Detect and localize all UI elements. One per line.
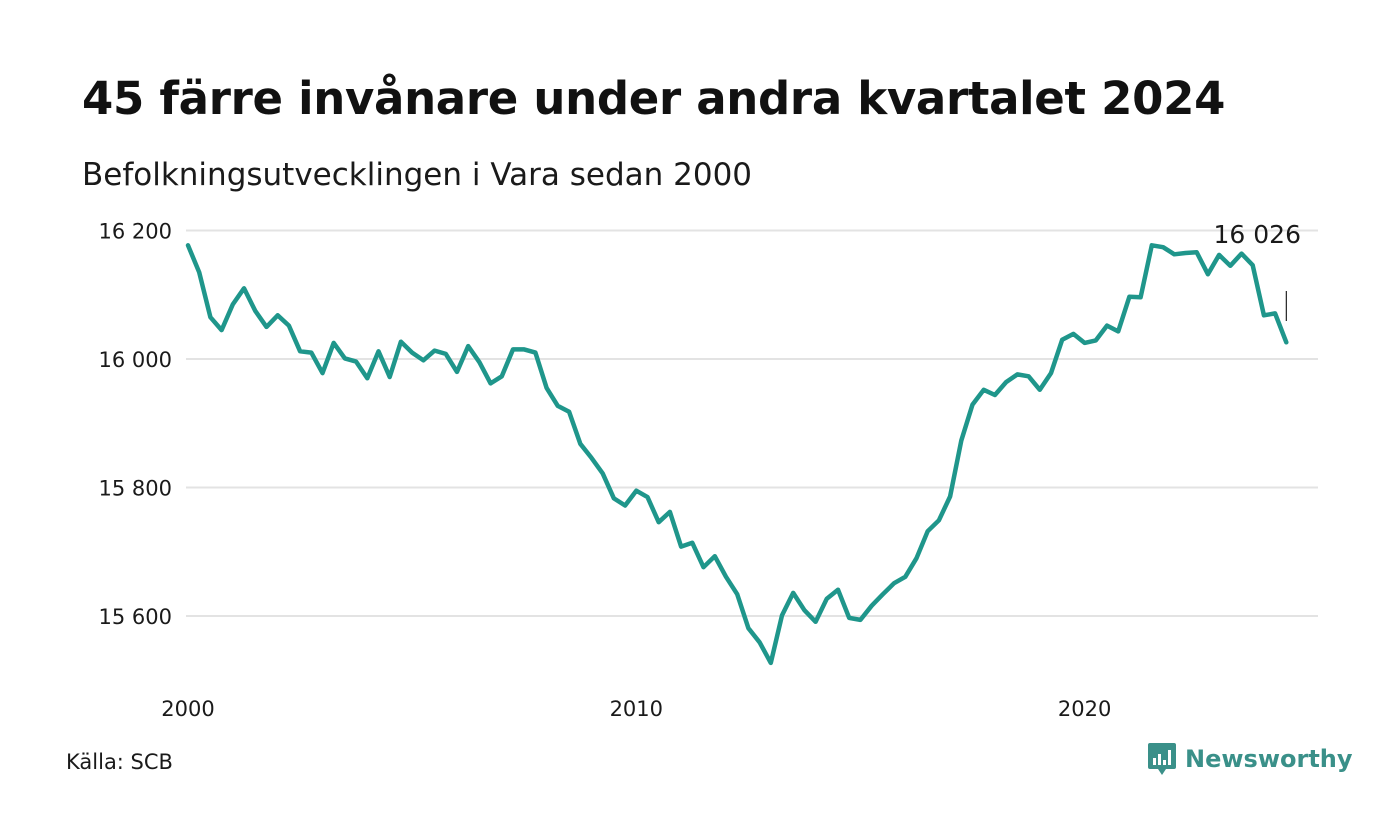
chart-title: 45 färre invånare under andra kvartalet … xyxy=(82,72,1226,125)
x-tick-label: 2010 xyxy=(610,697,663,721)
population-series-line xyxy=(185,243,1289,666)
brand-name: Newsworthy xyxy=(1185,745,1353,773)
y-tick-label: 15 600 xyxy=(99,605,172,629)
y-tick-label: 16 200 xyxy=(99,220,172,244)
x-tick-label: 2020 xyxy=(1058,697,1111,721)
chart-subtitle: Befolkningsutvecklingen i Vara sedan 200… xyxy=(82,157,753,193)
end-value-label: 16 026 xyxy=(1214,220,1301,249)
brand-logo: Newsworthy xyxy=(1147,741,1353,777)
newsworthy-logo-icon xyxy=(1148,743,1176,775)
y-tick-label: 16 000 xyxy=(99,348,172,372)
x-tick-label: 2000 xyxy=(161,697,214,721)
y-tick-label: 15 800 xyxy=(99,477,172,501)
source-note: Källa: SCB xyxy=(66,750,173,774)
